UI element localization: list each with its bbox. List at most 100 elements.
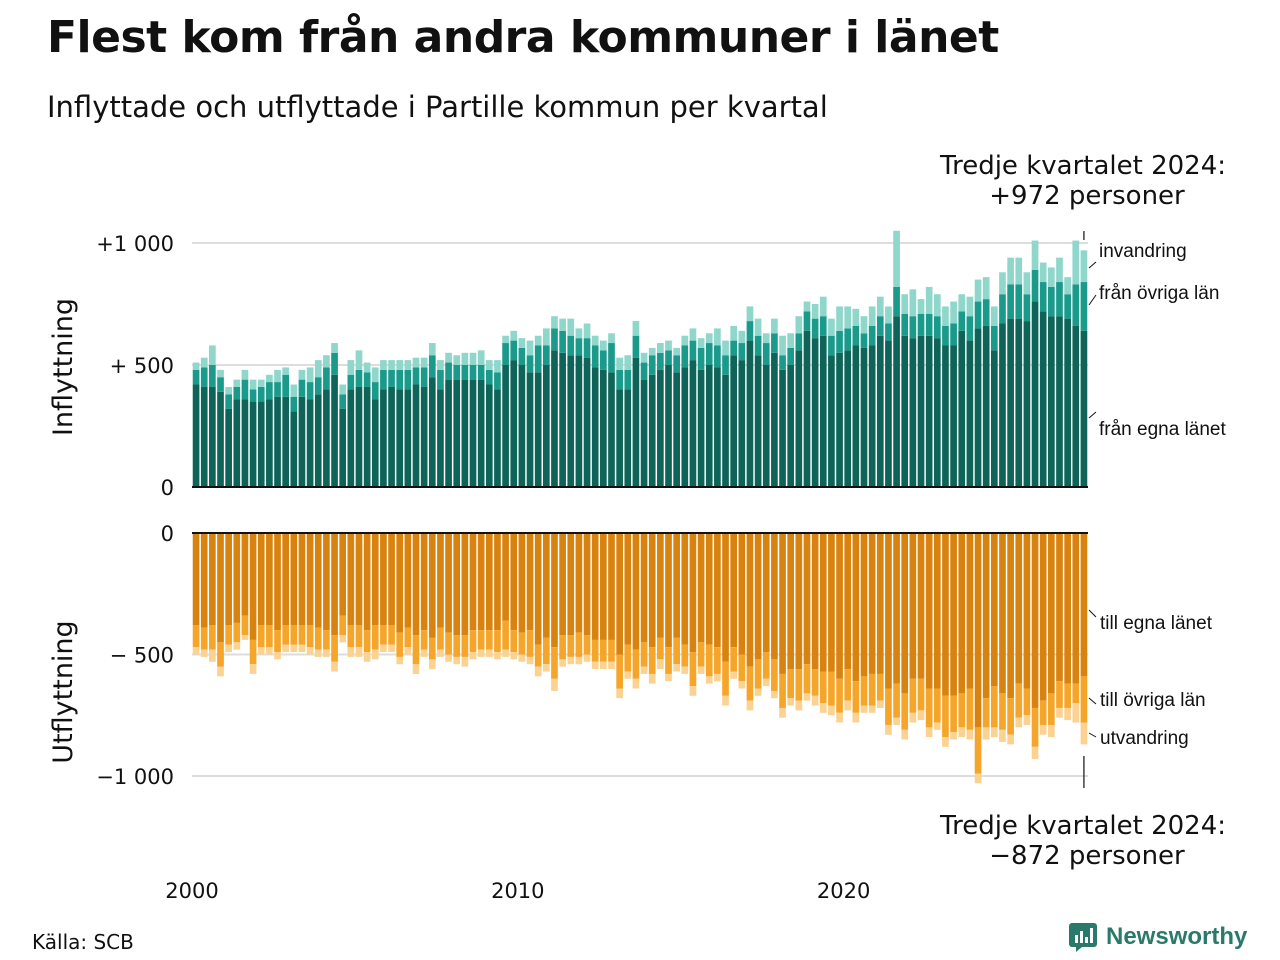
bar-out-0 [925, 533, 933, 689]
bar-out-0 [901, 533, 909, 694]
bar-out-1 [217, 642, 224, 667]
brand-logo[interactable]: Newsworthy [1068, 922, 1247, 952]
bar-out-0 [445, 533, 452, 633]
bar-out-2 [1015, 717, 1023, 728]
bar-in-2 [388, 360, 395, 370]
bar-in-1 [1072, 284, 1080, 326]
series-label-out: utvandring [1100, 728, 1189, 749]
bar-out-2 [982, 727, 990, 740]
bar-in-0 [510, 360, 518, 487]
ylabel-in: Inflyttning [48, 298, 79, 436]
bar-out-1 [917, 678, 925, 711]
bar-out-2 [828, 705, 835, 716]
bar-in-0 [608, 372, 615, 487]
bar-in-1 [771, 333, 778, 353]
bar-in-0 [396, 389, 404, 487]
bar-in-1 [754, 335, 762, 356]
bar-out-0 [339, 533, 347, 616]
bar-in-0 [885, 340, 892, 487]
series-label-leader [1088, 294, 1097, 306]
bar-out-0 [942, 533, 949, 696]
bar-out-1 [420, 630, 428, 650]
bar-in-0 [681, 367, 689, 487]
bar-out-0 [1056, 533, 1063, 682]
bar-out-1 [445, 632, 452, 655]
bar-in-0 [306, 399, 314, 487]
bar-in-1 [795, 333, 803, 351]
bar-in-0 [860, 347, 868, 487]
bar-out-0 [1072, 533, 1080, 684]
series-label-out: till övriga län [1100, 690, 1206, 711]
bar-in-2 [534, 335, 542, 346]
bar-in-1 [331, 352, 338, 375]
bar-out-0 [510, 533, 518, 631]
bar-in-0 [217, 391, 224, 487]
bar-in-2 [657, 343, 664, 353]
bar-in-2 [437, 360, 444, 370]
bar-in-1 [249, 389, 257, 402]
bar-in-2 [795, 316, 803, 334]
bar-out-2 [722, 695, 729, 706]
bar-in-0 [266, 399, 273, 487]
bar-out-2 [534, 666, 542, 677]
bar-out-1 [640, 642, 648, 667]
bar-out-0 [266, 533, 273, 626]
bar-in-0 [347, 389, 355, 487]
bar-out-2 [942, 737, 949, 747]
bar-in-1 [982, 299, 990, 326]
bar-out-1 [1039, 700, 1047, 725]
bar-in-0 [828, 355, 835, 487]
bar-out-0 [705, 533, 713, 645]
bar-in-2 [339, 384, 347, 395]
bar-out-0 [844, 533, 852, 670]
series-label-in: invandring [1099, 241, 1187, 262]
bar-out-1 [575, 632, 583, 657]
bar-in-1 [762, 343, 770, 365]
series-label-leader [1088, 261, 1097, 269]
bar-in-2 [1056, 257, 1063, 283]
bar-in-1 [380, 369, 387, 390]
bar-out-1 [469, 630, 477, 653]
bar-out-1 [396, 632, 404, 657]
bar-in-2 [469, 352, 477, 365]
bar-out-1 [779, 673, 786, 708]
bar-out-0 [632, 533, 640, 650]
bar-in-0 [323, 389, 330, 487]
bar-out-2 [640, 666, 648, 674]
bar-out-2 [1056, 707, 1063, 718]
bar-in-0 [241, 399, 249, 487]
bar-in-2 [681, 335, 689, 346]
bar-out-0 [347, 533, 355, 626]
bar-out-1 [1080, 676, 1088, 723]
bar-out-2 [844, 700, 852, 711]
bar-in-0 [502, 365, 509, 487]
bar-out-1 [803, 664, 811, 694]
bar-out-2 [518, 654, 526, 662]
bar-out-1 [380, 625, 387, 645]
bar-in-1 [950, 323, 957, 346]
bar-out-2 [697, 666, 705, 674]
bar-out-2 [469, 652, 477, 660]
bar-in-2 [876, 296, 884, 317]
bar-out-1 [624, 644, 632, 672]
bar-out-1 [819, 671, 827, 704]
bar-in-1 [1080, 282, 1088, 331]
bar-in-1 [494, 372, 501, 390]
bar-in-0 [925, 335, 933, 487]
bar-in-0 [420, 386, 428, 487]
bar-out-2 [233, 642, 241, 650]
bar-in-1 [909, 316, 917, 339]
bar-in-2 [1064, 277, 1071, 295]
bar-out-2 [901, 729, 909, 740]
bar-out-1 [705, 644, 713, 677]
bar-in-2 [608, 333, 615, 344]
bar-out-0 [803, 533, 811, 665]
bar-out-1 [795, 669, 803, 701]
bar-in-0 [225, 408, 232, 487]
bar-in-2 [893, 230, 900, 287]
bar-out-0 [233, 533, 241, 623]
bar-out-0 [396, 533, 404, 633]
bar-out-0 [257, 533, 265, 626]
bar-in-0 [942, 345, 949, 487]
bar-out-0 [575, 533, 583, 633]
